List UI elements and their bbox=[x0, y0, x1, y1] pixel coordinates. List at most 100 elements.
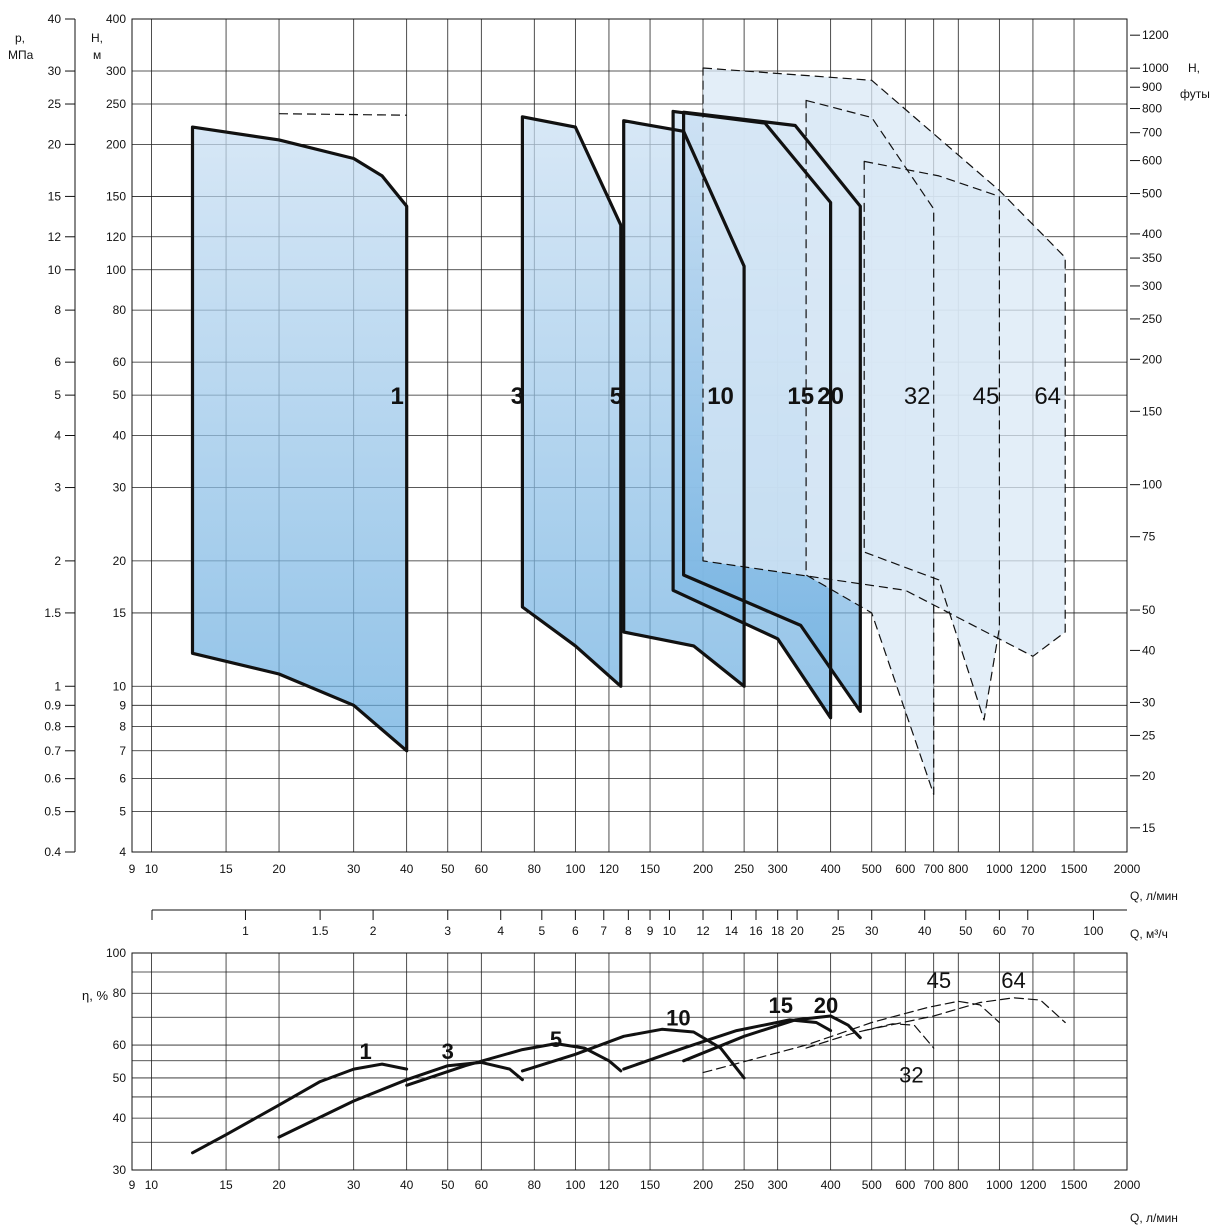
head-ft-tick: 500 bbox=[1142, 187, 1162, 201]
pressure-axis-title-2: МПа bbox=[8, 48, 34, 62]
efficiency-q-axis-title: Q, л/мин bbox=[1130, 1211, 1178, 1225]
efficiency-series-labels: 1 3 5 10 15 20 32 45 64 bbox=[359, 968, 1025, 1087]
m3h-tick: 10 bbox=[663, 924, 677, 938]
m3h-tick: 40 bbox=[918, 924, 932, 938]
pump-range-outline-32 bbox=[805, 99, 935, 796]
head-ft-tick: 300 bbox=[1142, 279, 1162, 293]
q-lmin-tick: 50 bbox=[441, 862, 455, 876]
q-lmin-tick: 400 bbox=[821, 862, 841, 876]
pump-range-outline-64 bbox=[702, 67, 1066, 657]
pump-label-64: 64 bbox=[1034, 383, 1061, 410]
head-ft-tick: 900 bbox=[1142, 80, 1162, 94]
eff-q-tick: 600 bbox=[895, 1178, 915, 1192]
pump-label-1: 1 bbox=[391, 383, 404, 410]
eff-q-tick: 2000 bbox=[1114, 1178, 1141, 1192]
q-lmin-tick: 300 bbox=[768, 862, 788, 876]
pressure-tick: 0.8 bbox=[44, 720, 61, 734]
pressure-tick: 8 bbox=[54, 303, 61, 317]
head-ft-tick: 600 bbox=[1142, 154, 1162, 168]
head-m-tick: 250 bbox=[106, 97, 126, 111]
q-lmin-tick: 150 bbox=[640, 862, 660, 876]
pressure-tick: 4 bbox=[54, 429, 61, 443]
efficiency-curves bbox=[191, 997, 1066, 1155]
eff-q-tick: 10 bbox=[145, 1178, 159, 1192]
m3h-tick: 60 bbox=[993, 924, 1007, 938]
pressure-tick: 0.7 bbox=[44, 744, 61, 758]
m3h-tick: 50 bbox=[959, 924, 973, 938]
head-m-tick: 10 bbox=[113, 679, 127, 693]
head-ft-tick: 250 bbox=[1142, 312, 1162, 326]
pump-range-outline-20 bbox=[681, 110, 862, 714]
q-lmin-tick: 600 bbox=[895, 862, 915, 876]
q-lmin-tick: 2000 bbox=[1114, 862, 1141, 876]
eff-y-tick: 80 bbox=[113, 986, 127, 1000]
head-ft-axis-title-1: H, bbox=[1188, 61, 1200, 75]
head-ft-tick: 20 bbox=[1142, 769, 1156, 783]
head-m-tick: 150 bbox=[106, 189, 126, 203]
q-lmin-tick: 30 bbox=[347, 862, 361, 876]
eff-q-tick: 500 bbox=[862, 1178, 882, 1192]
eff-label-20: 20 bbox=[814, 993, 838, 1018]
head-m-tick: 60 bbox=[113, 355, 127, 369]
q-lmin-tick: 1200 bbox=[1020, 862, 1047, 876]
pressure-tick: 20 bbox=[48, 137, 62, 151]
head-m-tick: 20 bbox=[113, 554, 127, 568]
pump-label-10: 10 bbox=[707, 383, 734, 410]
q-lmin-tick: 1500 bbox=[1061, 862, 1088, 876]
head-ft-tick: 50 bbox=[1142, 603, 1156, 617]
eff-q-tick: 100 bbox=[565, 1178, 585, 1192]
eff-curve-32 bbox=[805, 1023, 935, 1049]
eff-q-tick: 40 bbox=[400, 1178, 414, 1192]
eff-y-tick: 50 bbox=[113, 1071, 127, 1085]
eff-label-5: 5 bbox=[550, 1027, 562, 1052]
pump-range-fill-1 bbox=[192, 127, 407, 751]
eff-q-tick: 20 bbox=[272, 1178, 286, 1192]
eff-curve-64 bbox=[863, 997, 1066, 1032]
pressure-tick: 0.5 bbox=[44, 805, 61, 819]
pressure-tick: 0.9 bbox=[44, 698, 61, 712]
q-lmin-tick: 700 bbox=[924, 862, 944, 876]
head-m-tick: 300 bbox=[106, 64, 126, 78]
pump-range-outline-45 bbox=[863, 160, 1001, 721]
pump-range-outline-5 bbox=[520, 115, 623, 688]
pump-label-32: 32 bbox=[904, 383, 931, 410]
pump-range-outline-3 bbox=[278, 113, 407, 116]
eff-plot-frame bbox=[131, 952, 1128, 1171]
m3h-tick: 18 bbox=[771, 924, 785, 938]
m3h-tick: 5 bbox=[538, 924, 545, 938]
m3h-tick: 1 bbox=[242, 924, 249, 938]
eff-q-tick: 700 bbox=[924, 1178, 944, 1192]
pump-label-5: 5 bbox=[610, 383, 623, 410]
eff-curve-15 bbox=[622, 1018, 833, 1071]
m3h-tick: 100 bbox=[1083, 924, 1103, 938]
main-axes: 403025201512108654321.510.90.80.70.60.50… bbox=[44, 12, 1169, 859]
eff-curve-20 bbox=[682, 1014, 862, 1063]
head-m-tick: 30 bbox=[113, 481, 127, 495]
m3h-tick: 30 bbox=[865, 924, 879, 938]
eff-q-tick: 800 bbox=[948, 1178, 968, 1192]
pressure-tick: 3 bbox=[54, 481, 61, 495]
q-lmin-tick: 120 bbox=[599, 862, 619, 876]
q-lmin-tick: 80 bbox=[528, 862, 542, 876]
head-m-tick: 4 bbox=[119, 845, 126, 859]
pump-label-20: 20 bbox=[817, 383, 844, 410]
pump-range-fill-5 bbox=[522, 116, 621, 687]
eff-curve-10 bbox=[520, 1027, 746, 1080]
head-m-tick: 80 bbox=[113, 303, 127, 317]
pressure-tick: 40 bbox=[48, 12, 62, 26]
head-ft-tick: 30 bbox=[1142, 695, 1156, 709]
pump-label-15: 15 bbox=[787, 383, 814, 410]
flow-m3h-axis: 1 1.5 2 3 4 5 6 7 8 9 10 12 14 16 18 20 25 30 40 50 60 70 100 bbox=[151, 909, 1127, 938]
eff-label-3: 3 bbox=[442, 1039, 454, 1064]
eff-q-tick: 80 bbox=[528, 1178, 542, 1192]
eff-q-tick: 1000 bbox=[986, 1178, 1013, 1192]
eff-y-tick: 30 bbox=[113, 1163, 127, 1177]
head-ft-tick: 25 bbox=[1142, 728, 1156, 742]
eff-y-tick: 60 bbox=[113, 1038, 127, 1052]
head-ft-tick: 350 bbox=[1142, 251, 1162, 265]
pressure-axis-title-1: p, bbox=[15, 31, 25, 45]
head-ft-axis-title-2: футы bbox=[1180, 87, 1210, 101]
m3h-tick: 16 bbox=[749, 924, 763, 938]
eff-curve-45 bbox=[702, 1000, 1001, 1074]
pressure-tick: 6 bbox=[54, 355, 61, 369]
